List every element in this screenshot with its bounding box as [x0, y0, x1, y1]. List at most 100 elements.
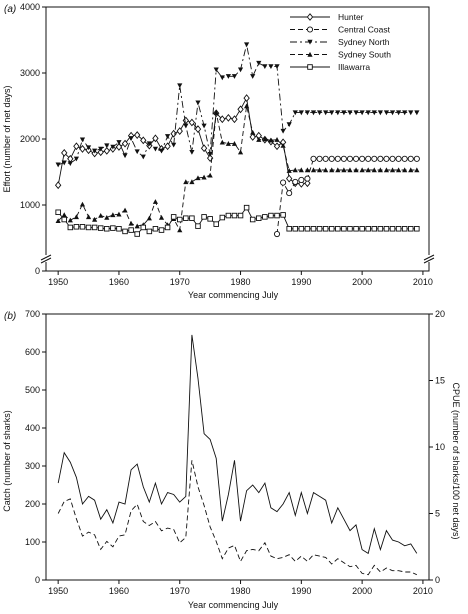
- panel-a-series-5-point: [92, 225, 97, 230]
- panel-a-series-5-point: [244, 205, 249, 210]
- panel-a-x-tick-label: 1980: [231, 277, 251, 287]
- panel-a-series-4-point: [98, 213, 103, 218]
- panel-a-series-3-point: [56, 163, 61, 168]
- panel-a-series-1-point: [171, 131, 176, 137]
- panel-a-series-3-point: [189, 150, 194, 155]
- panel-a-series-4-point: [62, 212, 67, 217]
- panel-a-series-3-point: [238, 68, 243, 73]
- panel-a-series-5-point: [117, 226, 122, 231]
- panel-a-series-5-point: [80, 224, 85, 229]
- panel-b-y-tick-label: 400: [25, 423, 40, 433]
- panel-a-series-5-point: [408, 226, 413, 231]
- panel-a-series-4-point: [86, 214, 91, 219]
- legend-label: Central Coast: [338, 25, 391, 35]
- panel-a-series-2-point: [280, 180, 285, 185]
- panel-a-series-2-point: [341, 156, 346, 161]
- panel-a-series-5-point: [208, 217, 213, 222]
- panel-a-series-5-point: [129, 228, 134, 233]
- panel-a-series-2-point: [329, 156, 334, 161]
- panel-a-series-5-point: [196, 224, 201, 229]
- panel-b-x-tick-label: 1960: [109, 586, 129, 596]
- panel-a-series-4-point: [220, 140, 225, 145]
- panel-a-series-5-point: [111, 226, 116, 231]
- panel-a-series-3-point: [104, 143, 109, 148]
- panel-a-series-5-point: [281, 213, 286, 218]
- panel-a-series-3-point: [280, 129, 285, 134]
- panel-a-series-1-point: [74, 143, 79, 149]
- panel-a-series-5-point: [177, 217, 182, 222]
- legend-swatch-marker: [307, 27, 312, 32]
- panel-a-series-3-point: [183, 124, 188, 129]
- panel-a-series-5-point: [226, 213, 231, 218]
- panel-a-series-2-point: [390, 156, 395, 161]
- panel-a-series-2-point: [287, 191, 292, 196]
- panel-b-right-y-tick-label: 0: [435, 575, 440, 585]
- panel-a-series-4-point: [122, 208, 127, 213]
- panel-a-series-4-point: [159, 215, 164, 220]
- panel-b-y-tick-label: 700: [25, 309, 40, 319]
- panel-a-series-5-point: [269, 213, 274, 218]
- panel-a-series-4-point: [74, 214, 79, 219]
- panel-b-x-tick-label: 2010: [413, 586, 433, 596]
- panel-a-series-5-point: [135, 232, 140, 237]
- panel-a-label: (a): [4, 4, 16, 15]
- legend-swatch-marker: [308, 65, 313, 70]
- panel-a-series-3-point: [256, 61, 261, 66]
- panel-a-x-tick-label: 1960: [109, 277, 129, 287]
- panel-a-series-2-point: [414, 156, 419, 161]
- panel-a-series-5-point: [354, 226, 359, 231]
- panel-a-series-5-point: [190, 216, 195, 221]
- panel-a-series-5-point: [104, 226, 109, 231]
- panel-a-series-2-point: [317, 156, 322, 161]
- panel-a-y-tick-label: 1000: [20, 200, 40, 210]
- panel-a-series-3-point: [268, 64, 273, 69]
- panel-a-series-5-point: [317, 226, 322, 231]
- legend-label: Sydney South: [338, 50, 391, 60]
- panel-a-series-3-point: [159, 149, 164, 154]
- panel-a-series-5-point: [141, 225, 146, 230]
- panel-b-right-y-tick-label: 10: [435, 442, 445, 452]
- panel-a-series-2-point: [274, 231, 279, 236]
- panel-b-right-y-tick-label: 20: [435, 309, 445, 319]
- panel-a-series-5-point: [348, 226, 353, 231]
- panel-a-series-2-point: [347, 156, 352, 161]
- panel-b-y-tick-label: 100: [25, 537, 40, 547]
- panel-a-series-3-point: [135, 149, 140, 154]
- panel-a-series-5-point: [378, 226, 383, 231]
- panel-a-series-2-point: [299, 177, 304, 182]
- panel-a-series-5-point: [336, 226, 341, 231]
- panel-a-series-4-point: [129, 221, 134, 226]
- panel-a-series-5-point: [402, 226, 407, 231]
- panel-b-series-2-line: [58, 460, 417, 574]
- panel-a-series-4-point: [208, 173, 213, 178]
- panel-a-series-3-point: [80, 137, 85, 142]
- panel-a-series-3-point: [287, 122, 292, 127]
- panel-a-x-axis-label: Year commencing July: [188, 290, 279, 300]
- panel-a-series-1-point: [244, 95, 249, 101]
- panel-b-y-axis-label: Catch (number of sharks): [2, 410, 12, 512]
- panel-a-series-5-point: [123, 229, 128, 234]
- panel-a-series-5-point: [171, 215, 176, 220]
- panel-a-y-tick-label: 0: [35, 266, 40, 276]
- panel-a-series-1-point: [226, 115, 231, 121]
- panel-a-y-tick-label: 3000: [20, 68, 40, 78]
- panel-a-y-tick-label: 2000: [20, 134, 40, 144]
- panel-a-series-2-point: [396, 156, 401, 161]
- panel-a-series-4-point: [92, 217, 97, 222]
- panel-b-x-tick-label: 1970: [170, 586, 190, 596]
- panel-a-series-5-point: [293, 226, 298, 231]
- panel-b-x-tick-label: 1950: [48, 586, 68, 596]
- panel-a-series-5-point: [396, 226, 401, 231]
- panel-a-series-3-point: [244, 42, 249, 47]
- panel-a-series-3-point: [262, 64, 267, 69]
- panel-a-series-4-point: [238, 150, 243, 155]
- panel-a-effort-chart: (a) Effort (number of net days) Year com…: [2, 2, 434, 300]
- panel-a-series-5-point: [98, 226, 103, 231]
- panel-a-series-5-point: [220, 215, 225, 220]
- panel-a-series-1-point: [104, 148, 109, 154]
- panel-a-series-5-point: [366, 226, 371, 231]
- panel-a-series-4-point: [414, 167, 419, 172]
- panel-a-series-2-point: [323, 156, 328, 161]
- panel-a-legend: HunterCentral CoastSydney NorthSydney So…: [286, 9, 424, 76]
